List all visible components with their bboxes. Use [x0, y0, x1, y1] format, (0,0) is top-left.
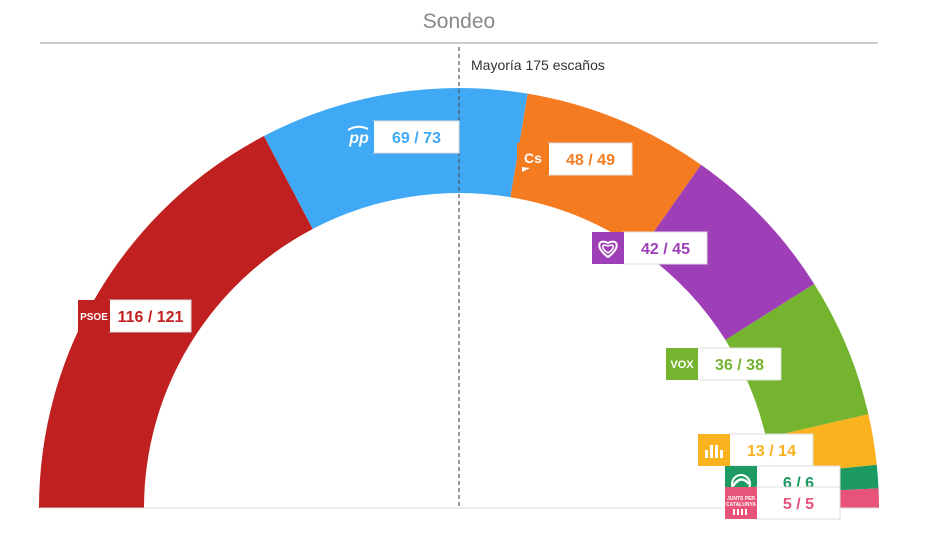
arc-segment-pp — [263, 87, 528, 230]
label-box — [622, 231, 708, 265]
party-label-erc: 13 / 14 — [698, 433, 814, 467]
pp-logo-icon: pp — [342, 121, 374, 153]
label-box — [696, 347, 782, 381]
seat-range-label: 116 / 121 — [118, 309, 184, 326]
svg-text:CATALUNYA: CATALUNYA — [726, 502, 756, 508]
majority-label: Mayoría 175 escaños — [471, 57, 605, 73]
svg-text:PSOE: PSOE — [80, 312, 108, 323]
podemos-logo-icon — [592, 232, 624, 264]
vox-logo-icon: VOX — [666, 348, 698, 380]
label-box — [108, 299, 192, 333]
seat-range-label: 48 / 49 — [566, 152, 615, 169]
party-label-pp: pp 69 / 73 — [342, 120, 460, 154]
party-label-vox: VOX 36 / 38 — [666, 347, 782, 381]
party-label-cs: Cs 48 / 49 — [517, 142, 633, 176]
arc-segment-podemos — [640, 164, 815, 340]
arc-segment-vox — [725, 283, 869, 438]
seat-range-label: 13 / 14 — [747, 443, 796, 460]
party-label-psoe: PSOE 116 / 121 — [78, 299, 192, 333]
svg-text:pp: pp — [348, 130, 369, 147]
svg-text:JUNTS PER: JUNTS PER — [727, 496, 755, 502]
party-labels: PSOE 116 / 121 pp 69 / 73 Cs 48 / 49 42 / 45 VO… — [78, 120, 841, 520]
party-label-podemos: 42 / 45 — [592, 231, 708, 265]
chart-title: Sondeo — [423, 10, 495, 33]
seat-range-label: 5 / 5 — [783, 496, 814, 513]
seat-range-label: 69 / 73 — [392, 130, 441, 147]
seat-range-label: 42 / 45 — [641, 241, 690, 258]
cs-logo-icon: Cs — [517, 143, 549, 175]
erc-logo-icon — [698, 434, 730, 466]
svg-text:VOX: VOX — [670, 359, 694, 371]
svg-text:Cs: Cs — [524, 150, 542, 166]
seat-range-label: 36 / 38 — [715, 357, 764, 374]
psoe-logo-icon: PSOE — [78, 300, 110, 332]
